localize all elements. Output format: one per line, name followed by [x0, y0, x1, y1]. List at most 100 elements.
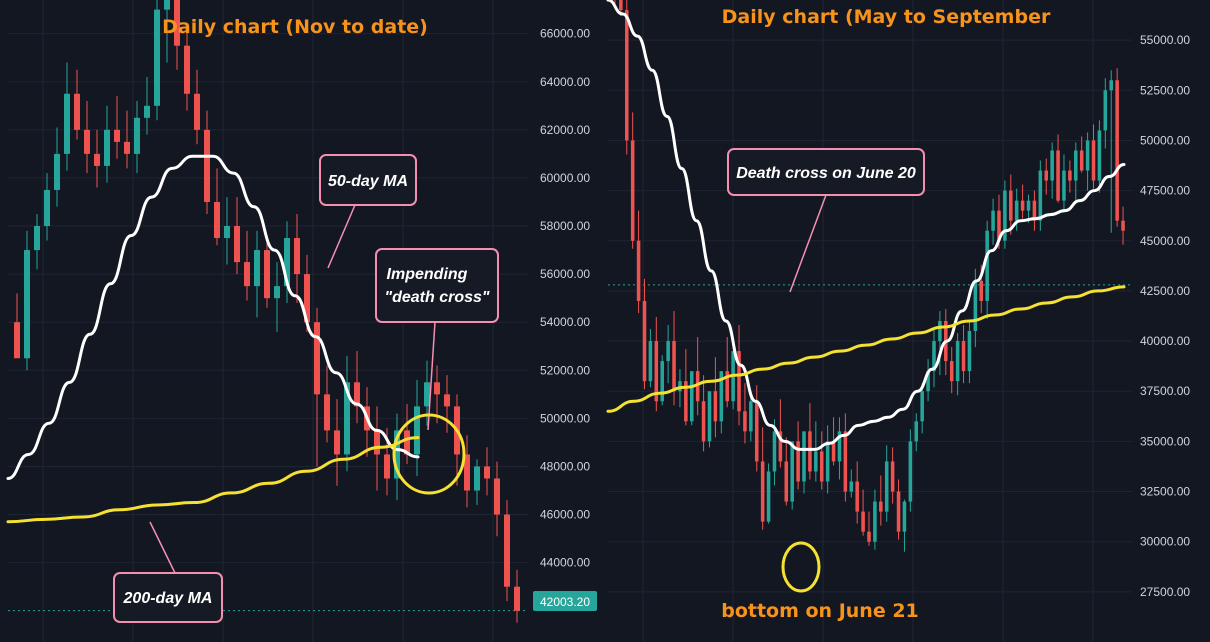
candle-body	[961, 341, 966, 372]
y-tick-label: 47500.00	[1140, 184, 1190, 198]
y-tick-label: 35000.00	[1140, 434, 1190, 448]
candle-body	[134, 117, 140, 154]
left-cross-label-line2: "death cross"	[385, 289, 490, 306]
candle-body	[772, 431, 777, 472]
candle-body	[1074, 150, 1078, 181]
candle	[849, 469, 854, 498]
candle-body	[294, 238, 300, 275]
y-tick-label: 46000.00	[540, 508, 590, 522]
candle	[760, 427, 765, 530]
candle-body	[274, 286, 280, 299]
left-price-axis: 66000.00 64000.00 62000.00 60000.00 58000.00…	[540, 27, 590, 570]
right-price-axis: 55000.00 52500.00 50000.00 47500.00 45000.00…	[1140, 33, 1190, 599]
candle	[1003, 180, 1007, 249]
candle-body	[224, 226, 230, 239]
candle	[749, 393, 753, 442]
candle-body	[34, 226, 40, 251]
candle	[284, 221, 290, 303]
candle	[264, 235, 270, 308]
candle	[619, 0, 623, 17]
candle-body	[624, 10, 629, 141]
y-tick-label: 60000.00	[540, 171, 590, 185]
candle-body	[284, 238, 290, 287]
candle	[766, 463, 771, 524]
candle-body	[64, 93, 70, 154]
candle-body	[790, 441, 794, 502]
candle-body	[843, 431, 848, 492]
ma200-line	[606, 285, 1126, 413]
y-tick-label: 40000.00	[1140, 334, 1190, 348]
candle-body	[374, 430, 380, 455]
left-ma50-callout: 50-day MA	[319, 154, 417, 269]
right-axis-panel	[1132, 0, 1210, 642]
candle-body	[796, 441, 800, 482]
candle	[938, 310, 942, 376]
candle	[444, 375, 450, 433]
candle-body	[494, 478, 500, 515]
candle	[1109, 70, 1114, 233]
y-tick-label: 54000.00	[540, 315, 590, 329]
candle-body	[464, 454, 470, 491]
candle-body	[713, 391, 718, 422]
candle	[1009, 174, 1013, 235]
candle	[890, 447, 895, 504]
candle	[514, 569, 520, 623]
candle-body	[44, 189, 50, 227]
candle-body	[814, 451, 818, 472]
candle-body	[1044, 170, 1049, 181]
candle	[920, 383, 924, 434]
candle	[873, 489, 877, 550]
candle-body	[1062, 170, 1066, 201]
candle-body	[973, 280, 978, 332]
candle	[494, 461, 500, 537]
candle-body	[264, 250, 270, 299]
candle-body	[1009, 190, 1013, 221]
candle-body	[867, 531, 871, 542]
candle-body	[1097, 130, 1102, 181]
candle-body	[707, 391, 712, 442]
candle-body	[819, 451, 824, 482]
candle	[743, 383, 747, 444]
candle-body	[484, 466, 490, 479]
candle	[134, 100, 140, 174]
candle	[967, 321, 972, 384]
candle-body	[654, 341, 659, 402]
candle-body	[1038, 170, 1043, 221]
candle	[790, 441, 794, 510]
candle-body	[164, 0, 170, 10]
candle-body	[184, 45, 190, 94]
left-cross-highlight-circle	[392, 413, 466, 495]
candle-body	[831, 441, 836, 462]
candle-body	[404, 430, 410, 455]
candle-body	[985, 230, 989, 301]
candle-body	[424, 382, 430, 407]
candle	[814, 421, 818, 482]
candle	[861, 489, 865, 536]
candle-body	[24, 250, 30, 359]
candle-body	[743, 411, 747, 432]
candle-body	[938, 321, 942, 342]
candle-body	[684, 381, 688, 422]
candle	[879, 475, 883, 526]
ma200-line	[6, 436, 420, 524]
y-tick-label: 50000.00	[1140, 133, 1190, 147]
candle-body	[672, 341, 676, 392]
candle	[666, 325, 670, 384]
candle	[294, 214, 300, 303]
candle	[731, 351, 735, 410]
candle-body	[908, 441, 913, 502]
candle-body	[304, 274, 310, 323]
candle-body	[914, 421, 919, 442]
candle-body	[1032, 200, 1037, 221]
candle-body	[1121, 220, 1125, 231]
candle-body	[849, 481, 854, 492]
candle-body	[94, 153, 100, 166]
candle	[867, 511, 871, 546]
candle	[174, 0, 180, 70]
candle	[985, 220, 989, 319]
y-tick-label: 64000.00	[540, 75, 590, 89]
candle-body	[949, 361, 954, 382]
y-tick-label: 48000.00	[540, 459, 590, 473]
